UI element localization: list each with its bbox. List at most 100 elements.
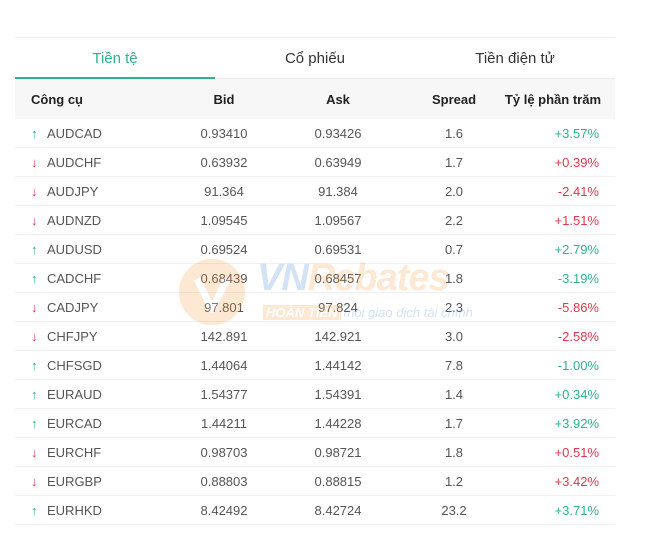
spread-cell: 3.0 [444, 328, 464, 344]
arrow-down-icon: ↓ [31, 212, 38, 228]
instrument-cell: ↑ EURCAD [15, 416, 180, 431]
symbol-label: CHFJPY [47, 328, 98, 344]
bid-cell: 0.69524 [200, 241, 248, 257]
bid-cell: 142.891 [200, 328, 248, 344]
symbol-label: AUDUSD [47, 241, 102, 257]
arrow-down-icon: ↓ [31, 299, 38, 315]
instrument-cell: ↓ CHFJPY [15, 329, 180, 344]
table-row[interactable]: ↓ EURGBP 0.88803 0.88815 1.2 +3.42% [15, 467, 615, 496]
table-row[interactable]: ↑ CADCHF 0.68439 0.68457 1.8 -3.19% [15, 264, 615, 293]
ask-cell: 142.921 [314, 328, 362, 344]
table-header: Công cụ Bid Ask Spread Tỷ lệ phần trăm [15, 79, 615, 119]
instrument-cell: ↑ AUDUSD [15, 242, 180, 257]
percent-change-cell: +0.34% [554, 386, 599, 402]
spread-cell: 2.2 [444, 212, 464, 228]
percent-change-cell: -5.86% [557, 299, 599, 315]
symbol-label: CHFSGD [47, 357, 102, 373]
table-row[interactable]: ↑ AUDCAD 0.93410 0.93426 1.6 +3.57% [15, 119, 615, 148]
ask-cell: 1.09567 [314, 212, 362, 228]
symbol-label: AUDCAD [47, 125, 102, 141]
instrument-cell: ↑ CADCHF [15, 271, 180, 286]
symbol-label: AUDNZD [47, 212, 102, 228]
bid-cell: 1.44211 [200, 415, 248, 431]
instrument-cell: ↑ EURAUD [15, 387, 180, 402]
arrow-up-icon: ↑ [31, 241, 38, 257]
spread-cell: 23.2 [441, 502, 467, 518]
symbol-label: CADCHF [47, 270, 102, 286]
table-row[interactable]: ↓ CADJPY 97.801 97.824 2.3 -5.86% [15, 293, 615, 322]
percent-change-cell: +0.39% [554, 154, 599, 170]
symbol-label: EURGBP [47, 473, 102, 489]
ask-cell: 0.98721 [314, 444, 362, 460]
table-row[interactable]: ↑ AUDUSD 0.69524 0.69531 0.7 +2.79% [15, 235, 615, 264]
bid-cell: 0.68439 [200, 270, 248, 286]
ask-cell: 1.54391 [314, 386, 362, 402]
arrow-up-icon: ↑ [31, 415, 38, 431]
ask-cell: 91.384 [318, 183, 358, 199]
table-row[interactable]: ↓ AUDCHF 0.63932 0.63949 1.7 +0.39% [15, 148, 615, 177]
spread-cell: 1.4 [444, 386, 464, 402]
ask-cell: 0.63949 [314, 154, 362, 170]
column-header-instrument: Công cụ [31, 91, 83, 107]
spread-cell: 1.7 [444, 154, 464, 170]
ask-cell: 97.824 [318, 299, 358, 315]
arrow-down-icon: ↓ [31, 183, 38, 199]
tab-bar: Tiền tệ Cổ phiếu Tiền điện tử [15, 37, 615, 79]
bid-cell: 0.93410 [200, 125, 248, 141]
spread-cell: 1.2 [444, 473, 464, 489]
spread-cell: 1.8 [444, 444, 464, 460]
tab-crypto[interactable]: Tiền điện tử [475, 49, 555, 67]
table-row[interactable]: ↑ EURHKD 8.42492 8.42724 23.2 +3.71% [15, 496, 615, 525]
spread-cell: 1.6 [444, 125, 464, 141]
table-body: ↑ AUDCAD 0.93410 0.93426 1.6 +3.57% ↓ AUDCHF 0.6… [15, 119, 615, 525]
arrow-up-icon: ↑ [31, 386, 38, 402]
percent-change-cell: +3.57% [554, 125, 599, 141]
table-row[interactable]: ↓ AUDNZD 1.09545 1.09567 2.2 +1.51% [15, 206, 615, 235]
ask-cell: 0.68457 [314, 270, 362, 286]
bid-cell: 0.98703 [200, 444, 248, 460]
percent-change-cell: +0.51% [554, 444, 599, 460]
instrument-cell: ↓ CADJPY [15, 300, 180, 315]
tab-currency[interactable]: Tiền tệ [15, 38, 215, 79]
percent-change-cell: +1.51% [554, 212, 599, 228]
arrow-up-icon: ↑ [31, 502, 38, 518]
instrument-cell: ↓ EURGBP [15, 474, 180, 489]
percent-change-cell: -2.41% [557, 183, 599, 199]
percent-change-cell: -2.58% [557, 328, 599, 344]
ask-cell: 1.44142 [314, 357, 362, 373]
table-row[interactable]: ↑ EURAUD 1.54377 1.54391 1.4 +0.34% [15, 380, 615, 409]
spread-cell: 2.3 [444, 299, 464, 315]
instrument-cell: ↑ EURHKD [15, 503, 180, 518]
bid-cell: 1.44064 [200, 357, 248, 373]
spread-cell: 2.0 [444, 183, 464, 199]
ask-cell: 0.88815 [314, 473, 362, 489]
column-header-spread: Spread [431, 91, 477, 107]
percent-change-cell: +3.42% [554, 473, 599, 489]
symbol-label: AUDJPY [47, 183, 99, 199]
spread-cell: 0.7 [444, 241, 464, 257]
arrow-up-icon: ↑ [31, 270, 38, 286]
price-widget: Tiền tệ Cổ phiếu Tiền điện tử Công cụ Bi… [15, 37, 615, 525]
table-row[interactable]: ↓ AUDJPY 91.364 91.384 2.0 -2.41% [15, 177, 615, 206]
column-header-percent: Tỷ lệ phần trăm [504, 91, 601, 107]
percent-change-cell: +3.71% [554, 502, 599, 518]
tab-stocks[interactable]: Cổ phiếu [284, 49, 346, 67]
ask-cell: 0.69531 [314, 241, 362, 257]
ask-cell: 0.93426 [314, 125, 362, 141]
table-row[interactable]: ↑ EURCAD 1.44211 1.44228 1.7 +3.92% [15, 409, 615, 438]
table-row[interactable]: ↓ CHFJPY 142.891 142.921 3.0 -2.58% [15, 322, 615, 351]
instrument-cell: ↑ CHFSGD [15, 358, 180, 373]
percent-change-cell: +3.92% [554, 415, 599, 431]
arrow-up-icon: ↑ [31, 125, 38, 141]
percent-change-cell: +2.79% [554, 241, 599, 257]
instrument-cell: ↓ AUDNZD [15, 213, 180, 228]
spread-cell: 7.8 [444, 357, 464, 373]
table-row[interactable]: ↑ CHFSGD 1.44064 1.44142 7.8 -1.00% [15, 351, 615, 380]
symbol-label: EURAUD [47, 386, 102, 402]
percent-change-cell: -1.00% [557, 357, 599, 373]
instrument-cell: ↓ AUDJPY [15, 184, 180, 199]
arrow-down-icon: ↓ [31, 154, 38, 170]
bid-cell: 1.09545 [200, 212, 248, 228]
table-row[interactable]: ↓ EURCHF 0.98703 0.98721 1.8 +0.51% [15, 438, 615, 467]
bid-cell: 1.54377 [200, 386, 248, 402]
